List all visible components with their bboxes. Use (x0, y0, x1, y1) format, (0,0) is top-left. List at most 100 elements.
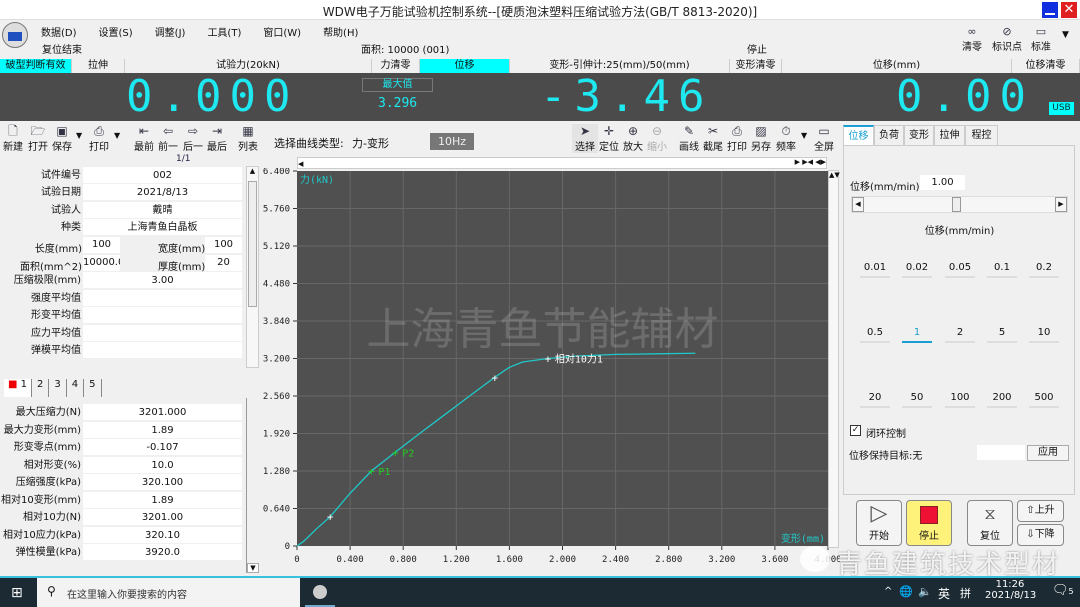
mode-tension[interactable]: 拉伸 (72, 59, 125, 73)
tray-chevron-icon[interactable]: ^ (884, 586, 893, 597)
speed-preset-0.5[interactable]: 0.5 (860, 327, 890, 343)
scroll-left-icon[interactable]: ◀ (298, 160, 304, 168)
limit-field[interactable]: 3.00 (83, 272, 242, 288)
result-tab-4[interactable]: 4 (67, 379, 85, 397)
standard-button[interactable]: ▭ 标准 (1028, 25, 1054, 53)
thickness-field[interactable]: 20 (205, 255, 242, 271)
speed-input[interactable]: 1.00 (920, 175, 965, 190)
result-tab-3[interactable]: 3 (49, 379, 67, 397)
speed-preset-2[interactable]: 2 (945, 327, 975, 343)
speed-preset-0.1[interactable]: 0.1 (987, 262, 1017, 278)
chart-print-tool[interactable]: ⎙ 打印 (724, 124, 750, 153)
speed-preset-5[interactable]: 5 (987, 327, 1017, 343)
force-zero-button[interactable]: 力清零 (372, 59, 420, 73)
print-button[interactable]: ⎙ 打印 (86, 124, 112, 153)
tab-displacement[interactable]: 位移 (843, 125, 874, 145)
speed-preset-20[interactable]: 20 (860, 392, 890, 408)
length-field[interactable]: 100 (83, 237, 120, 253)
speed-preset-100[interactable]: 100 (945, 392, 975, 408)
chart-v-scrollbar[interactable]: ▲▼ (828, 170, 840, 548)
ime-indicator[interactable]: 英 (938, 587, 951, 601)
next-button[interactable]: ⇨ 后一 (180, 124, 206, 153)
zoom-in-tool[interactable]: ⊕ 放大 (620, 124, 646, 153)
tab-tension[interactable]: 拉伸 (934, 125, 965, 145)
minimize-button[interactable] (1042, 2, 1058, 18)
open-button[interactable]: 🗁 打开 (25, 124, 51, 153)
closed-loop-checkbox[interactable]: ✓ (850, 425, 861, 436)
stop-button[interactable]: 停止 (906, 500, 952, 546)
speed-preset-0.01[interactable]: 0.01 (860, 262, 890, 278)
curve-type-select[interactable]: 力-变形 (352, 137, 389, 150)
down-button[interactable]: ⇩下降 (1017, 524, 1064, 546)
result-tab-1[interactable]: ■ 1 (4, 379, 33, 397)
menu-settings[interactable]: 设置(S) (98, 28, 133, 39)
form-scrollbar[interactable]: ▲ (246, 166, 259, 368)
force-deformation-chart[interactable]: 0 0.400 0.800 1.200 1.600 2.000 2.400 2.800 3.20… (262, 168, 840, 576)
result-tab-5[interactable]: 5 (84, 379, 102, 397)
mark-point-button[interactable]: ⊘ 标识点 (990, 25, 1024, 53)
draw-line-tool[interactable]: ✎ 画线 (676, 124, 702, 153)
locate-tool[interactable]: ✛ 定位 (596, 124, 622, 153)
speed-preset-50[interactable]: 50 (902, 392, 932, 408)
print-dropdown-icon[interactable]: ▼ (114, 131, 121, 140)
date-field[interactable]: 2021/8/13 (83, 184, 242, 200)
select-tool[interactable]: ➤ 选择 (572, 124, 598, 153)
scroll-up-icon[interactable]: ▲▼ (829, 171, 840, 179)
trim-tool[interactable]: ✂ 截尾 (700, 124, 726, 153)
area-field[interactable]: 10000.00 (83, 255, 120, 271)
avg-deform-field[interactable] (83, 307, 242, 323)
result-tab-2[interactable]: 2 (32, 379, 50, 397)
pinyin-icon[interactable]: 拼 (960, 587, 971, 600)
save-dropdown-icon[interactable]: ▼ (76, 131, 83, 140)
menu-data[interactable]: 数据(D) (41, 28, 77, 39)
fullscreen-tool[interactable]: ▭ 全屏 (811, 124, 837, 153)
dropdown-arrow-icon[interactable]: ▼ (1062, 30, 1069, 40)
menu-window[interactable]: 窗口(W) (263, 28, 302, 39)
slider-thumb[interactable] (952, 197, 962, 212)
taskbar-app-button[interactable] (305, 578, 335, 607)
tab-program[interactable]: 程控 (965, 125, 998, 145)
speed-preset-1[interactable]: 1 (902, 327, 932, 343)
scroll-down-icon[interactable]: ▼ (247, 563, 259, 573)
avg-strength-field[interactable] (83, 290, 242, 306)
tab-deform[interactable]: 变形 (904, 125, 934, 145)
tab-load[interactable]: 负荷 (874, 125, 904, 145)
scroll-thumb[interactable] (248, 181, 257, 307)
new-button[interactable]: 🗋 新建 (0, 124, 26, 153)
scroll-up-icon[interactable]: ▲ (249, 167, 256, 175)
speed-preset-200[interactable]: 200 (987, 392, 1017, 408)
apply-button[interactable]: 应用 (1027, 445, 1069, 461)
deform-zero-button[interactable]: 变形清零 (730, 59, 782, 73)
slider-right-icon[interactable]: ▶ (1055, 197, 1067, 212)
displacement-mode[interactable]: 位移 (420, 59, 510, 73)
frequency-dropdown-icon[interactable]: ▼ (801, 131, 808, 140)
volume-icon[interactable]: 🔈 (918, 585, 932, 598)
speed-preset-500[interactable]: 500 (1029, 392, 1059, 408)
up-button[interactable]: ⇧上升 (1017, 500, 1064, 522)
first-button[interactable]: ⇤ 最前 (131, 124, 157, 153)
results-scrollbar[interactable]: ▼ (246, 398, 259, 573)
notification-icon[interactable]: 🗨5 (1052, 583, 1074, 598)
avg-modulus-field[interactable] (83, 342, 242, 358)
windows-start-icon[interactable]: ⊞ (11, 585, 23, 601)
taskbar-search[interactable]: ⚲ 在这里输入你要搜索的内容 (37, 578, 300, 607)
speed-preset-0.05[interactable]: 0.05 (945, 262, 975, 278)
prev-button[interactable]: ⇦ 前一 (155, 124, 181, 153)
zoom-out-tool[interactable]: ⊖ 缩小 (644, 124, 670, 153)
frequency-tool[interactable]: ⏱ 频率 (773, 124, 799, 153)
menu-adjust[interactable]: 调整(J) (154, 28, 186, 39)
id-field[interactable]: 002 (83, 167, 242, 183)
speed-preset-0.2[interactable]: 0.2 (1029, 262, 1059, 278)
menu-help[interactable]: 帮助(H) (323, 28, 359, 39)
save-button[interactable]: ▣ 保存 (49, 124, 75, 153)
speed-slider[interactable]: ◀ ▶ (851, 196, 1068, 213)
start-button[interactable]: ▷ 开始 (856, 500, 902, 546)
hold-target-input[interactable] (977, 445, 1025, 460)
reset-button[interactable]: ⧖ 复位 (967, 500, 1013, 546)
close-button[interactable]: ✕ (1061, 2, 1077, 18)
menu-tools[interactable]: 工具(T) (207, 28, 242, 39)
slider-left-icon[interactable]: ◀ (852, 197, 864, 212)
speed-preset-0.02[interactable]: 0.02 (902, 262, 932, 278)
break-detect-label[interactable]: 破型判断有效 (0, 59, 72, 73)
save-as-tool[interactable]: ▨ 另存 (748, 124, 774, 153)
